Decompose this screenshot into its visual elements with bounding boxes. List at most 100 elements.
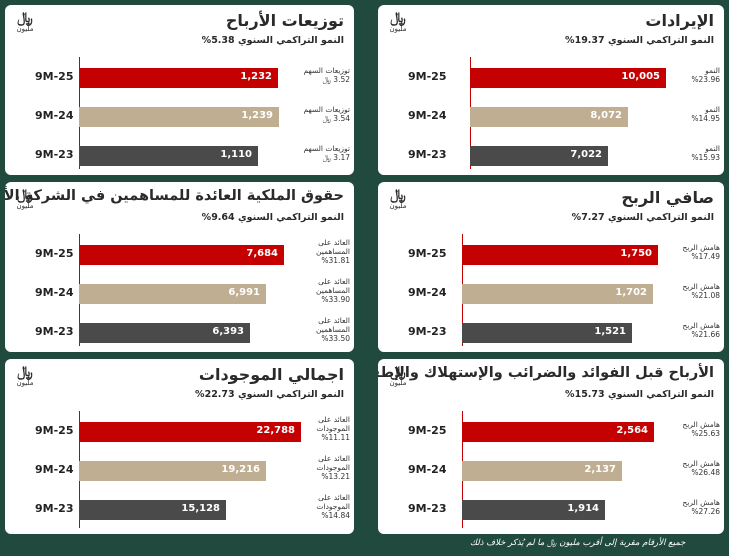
note-line: %17.49 (691, 252, 720, 261)
shareholder-equity-card: ﷼ مليون حقوق الملكية العائدة للمساهمين في … (5, 182, 354, 352)
bar: 2,564 (462, 422, 654, 442)
bar: 1,521 (462, 323, 632, 343)
category-label: 9M-25 (408, 247, 447, 260)
bar-row: 9M-25 1,750 هامش الربح %17.49 (378, 243, 724, 265)
bar-row: 9M-23 1,110 توزيعات السهم 3.17 ﷼ (5, 144, 354, 166)
metric-note: النمو %15.93 (676, 144, 720, 162)
bar: 22,788 (79, 422, 301, 442)
category-label: 9M-24 (35, 463, 74, 476)
brand-logo: ﷼ مليون (13, 188, 37, 210)
category-label: 9M-25 (35, 424, 74, 437)
bar: 8,072 (470, 107, 628, 127)
bar-row: 9M-23 6,393 العائد على المساهمين %33.50 (5, 316, 354, 343)
bar-row: 9M-23 1,521 هامش الربح %21.66 (378, 321, 724, 343)
bar-value-label: 19,216 (221, 464, 260, 475)
metric-note: العائد على الموجودات %14.84 (301, 493, 350, 520)
note-line: %33.50 (321, 334, 350, 343)
bar-value-label: 7,684 (246, 248, 278, 259)
bar-value-label: 8,072 (590, 110, 622, 121)
logo-word: مليون (16, 379, 34, 387)
note-line: العائد على (318, 493, 350, 502)
chart-title: توزيعات الأرباح (225, 11, 344, 30)
note-line: %11.11 (321, 433, 350, 442)
bar: 6,991 (79, 284, 266, 304)
note-line: المساهمين (316, 286, 350, 295)
revenue-card: ﷼ مليون الإيرادات النمو التراكمي السنوي 19.… (378, 5, 724, 175)
note-line: الموجودات (316, 463, 350, 472)
metric-note: العائد على المساهمين %33.90 (289, 277, 350, 304)
metric-note: العائد على الموجودات %11.11 (301, 415, 350, 442)
metric-note: هامش الربح %21.66 (676, 321, 720, 339)
cagr-label: النمو التراكمي السنوي 9.64% (201, 212, 344, 223)
note-line: %25.63 (691, 429, 720, 438)
note-line: توزيعات السهم (303, 66, 350, 75)
note-line: الموجودات (316, 502, 350, 511)
note-line: 3.17 ﷼ (322, 153, 350, 162)
note-line: %33.90 (321, 295, 350, 304)
note-line: العائد على (318, 454, 350, 463)
bar: 7,684 (79, 245, 284, 265)
metric-note: هامش الربح %21.08 (676, 282, 720, 300)
bar: 1,702 (462, 284, 653, 304)
bar-row: 9M-23 15,128 العائد على الموجودات %14.84 (5, 493, 354, 520)
riyal-icon: ﷼ (17, 10, 33, 26)
chart-title: اجمالي الموجودات (198, 365, 344, 384)
note-line: النمو (705, 66, 720, 75)
note-line: %14.95 (691, 114, 720, 123)
bar-value-label: 1,110 (220, 149, 252, 160)
cagr-label: النمو التراكمي السنوي 22.73% (195, 389, 344, 400)
note-line: %14.84 (321, 511, 350, 520)
bar: 1,110 (79, 146, 258, 166)
dividends-card: ﷼ مليون توزيعات الأرباح النمو التراكمي السن… (5, 5, 354, 175)
bar: 15,128 (79, 500, 226, 520)
note-line: المساهمين (316, 325, 350, 334)
bar-value-label: 10,005 (621, 71, 660, 82)
note-line: المساهمين (316, 247, 350, 256)
note-line: العائد على (318, 238, 350, 247)
bar-value-label: 7,022 (570, 149, 602, 160)
note-line: %21.66 (691, 330, 720, 339)
bar-value-label: 1,239 (241, 110, 273, 121)
metric-note: توزيعات السهم 3.17 ﷼ (287, 144, 350, 162)
logo-word: مليون (389, 202, 407, 210)
category-label: 9M-23 (35, 325, 74, 338)
note-line: النمو (705, 144, 720, 153)
note-line: النمو (705, 105, 720, 114)
bar-row: 9M-23 1,914 هامش الربح %27.26 (378, 498, 724, 520)
category-label: 9M-25 (408, 424, 447, 437)
metric-note: هامش الربح %27.26 (676, 498, 720, 516)
footer-note: جميع الأرقام مقربة إلى أقرب مليون ﷼ ما ل… (470, 538, 686, 548)
bar-row: 9M-25 7,684 العائد على المساهمين %31.81 (5, 238, 354, 265)
brand-logo: ﷼ مليون (13, 11, 37, 33)
bar-row: 9M-24 2,137 هامش الربح %26.48 (378, 459, 724, 481)
brand-logo: ﷼ مليون (386, 188, 410, 210)
category-label: 9M-23 (35, 148, 74, 161)
logo-word: مليون (389, 379, 407, 387)
note-line: العائد على (318, 277, 350, 286)
ebitda-card: ﷼ مليون الأرباح قبل الفوائد والضرائب والإس… (378, 359, 724, 534)
note-line: هامش الربح (682, 459, 720, 468)
riyal-icon: ﷼ (17, 187, 33, 203)
category-label: 9M-23 (35, 502, 74, 515)
note-line: 3.54 ﷼ (322, 114, 350, 123)
metric-note: هامش الربح %25.63 (676, 420, 720, 438)
note-line: %13.21 (321, 472, 350, 481)
brand-logo: ﷼ مليون (386, 11, 410, 33)
logo-word: مليون (16, 202, 34, 210)
category-label: 9M-25 (35, 247, 74, 260)
bar-value-label: 1,521 (594, 326, 626, 337)
bar-value-label: 1,750 (620, 248, 652, 259)
note-line: هامش الربح (682, 420, 720, 429)
metric-note: النمو %23.96 (676, 66, 720, 84)
bar-value-label: 1,702 (615, 287, 647, 298)
note-line: العائد على (318, 415, 350, 424)
bar: 2,137 (462, 461, 622, 481)
chart-title: الإيرادات (645, 11, 714, 30)
logo-word: مليون (389, 25, 407, 33)
bar-value-label: 15,128 (181, 503, 220, 514)
logo-word: مليون (16, 25, 34, 33)
riyal-icon: ﷼ (390, 187, 406, 203)
bar-row: 9M-24 19,216 العائد على الموجودات %13.21 (5, 454, 354, 481)
chart-title: صافي الربح (621, 188, 714, 207)
bar-row: 9M-23 7,022 النمو %15.93 (378, 144, 724, 166)
